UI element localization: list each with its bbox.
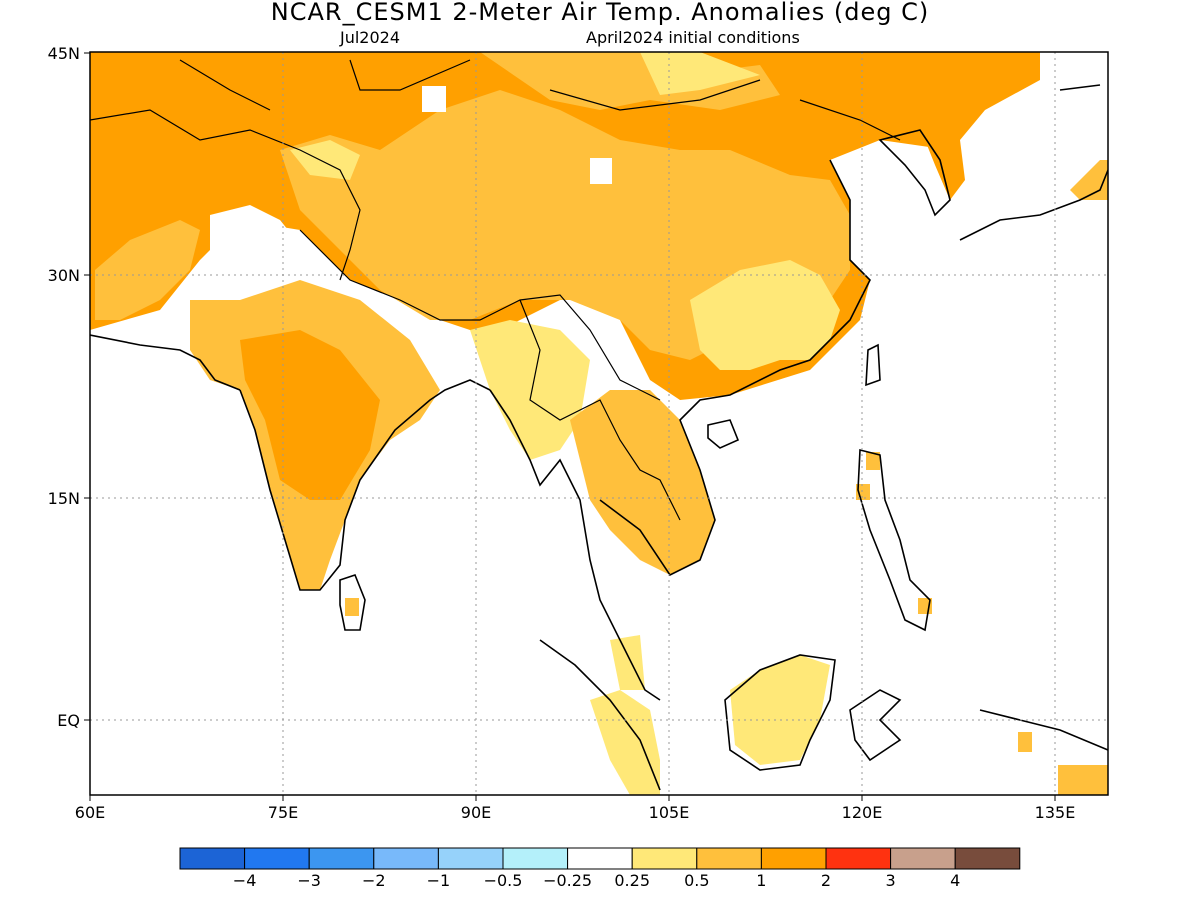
map-plot-area [90,52,1108,795]
map-title: NCAR_CESM1 2-Meter Air Temp. Anomalies (… [270,0,930,26]
coastline-philippines [857,448,931,632]
colorbar-label: 2 [821,871,831,890]
coastline-sulawesi [849,689,902,762]
initial-conditions-label: April2024 initial conditions [586,28,800,47]
anomaly-region-0p25to0p5-sumatra [590,690,660,795]
colorbar-label: −3 [297,871,321,890]
coastline-sumatra [539,639,661,791]
anomaly-region-neutral-bangladesh [410,320,470,370]
border-central-asia [90,59,901,281]
colorbar-swatch [890,847,956,870]
coastline-taiwan [865,343,881,387]
valid-month-label: Jul2024 [340,28,401,47]
anomaly-patch-white-1 [422,86,446,112]
anomaly-region-0p5to1-iran [95,220,200,320]
anomaly-region-0p25to0p5-borneo [730,655,830,765]
colorbar-label: 1 [756,871,766,890]
colorbar-swatch [631,847,698,870]
lon-label-75e: 75E [268,803,298,822]
colorbar-swatch [567,847,633,870]
anomaly-region-0p25to0p5-myanmar [470,320,590,460]
colorbar-swatch [954,847,1021,870]
coastline-japan [959,84,1108,241]
anomaly-patch-sulawesi [1018,732,1032,752]
colorbar-label: −4 [233,871,257,890]
map-frame [89,51,1109,796]
coastline-arabia-iran [90,334,241,391]
colorbar-label: 3 [886,871,896,890]
coastlines [90,59,1108,791]
anomaly-patch-newguinea [1058,765,1108,795]
border-indochina [519,299,681,521]
colorbar-swatch [825,847,892,870]
colorbar-label: 0.25 [614,871,650,890]
anomaly-patch-white-2 [590,158,612,184]
coastline-korea [878,129,951,217]
border-himalaya [299,229,661,401]
lat-label-45n: 45N [48,44,80,63]
colorbar-label: 0.5 [684,871,709,890]
anomaly-region-0p25to0p5-south-china [690,260,840,370]
anomaly-region-0p25to0p5-north [640,52,760,95]
anomaly-region-1to2-korea [920,52,1040,200]
lat-label-15n: 15N [48,489,80,508]
tick-marks [84,52,1056,801]
coastline-hainan [707,419,740,449]
lon-label-105e: 105E [649,803,690,822]
colorbar-label: −0.25 [543,871,592,890]
colorbar: −4 −3 −2 −1 −0.5 −0.25 0.25 0.5 1 2 3 4 [179,847,1021,890]
lat-label-eq: EQ [57,711,80,730]
anomaly-region-0p25to0p5-tarim [290,140,360,180]
coastline-myanmar-malaya [489,389,661,701]
colorbar-label: −0.5 [484,871,523,890]
colorbar-swatch [308,847,375,870]
anomaly-shading [90,52,1108,795]
lat-label-30n: 30N [48,266,80,285]
colorbar-label: −2 [362,871,386,890]
colorbar-swatch [373,847,439,870]
colorbar-swatch [696,847,762,870]
coastline-newguinea [979,709,1108,751]
coastline-india [239,379,491,591]
anomaly-region-neutral-pakistan [210,205,300,300]
lon-label-135e: 135E [1035,803,1076,822]
coastline-srilanka [339,574,366,631]
gridlines [90,52,1108,795]
colorbar-swatch [437,847,504,870]
colorbar-swatch [760,847,827,870]
anomaly-region-0p5to1-indochina [570,390,715,575]
colorbar-swatch [179,847,246,870]
coastline-borneo [724,654,836,771]
lon-label-90e: 90E [461,803,491,822]
lon-label-60e: 60E [75,803,105,822]
colorbar-swatch [502,847,569,870]
anomaly-patch-srilanka [345,598,359,616]
colorbar-label: −1 [427,871,451,890]
colorbar-label: 4 [950,871,960,890]
anomaly-region-1to2-india [240,330,380,500]
anomaly-patch-philippines-1 [866,452,880,470]
coastline-indochina [599,159,871,577]
colorbar-swatch [244,847,310,870]
anomaly-region-0p25to0p5-malaya [610,635,645,690]
lon-label-120e: 120E [842,803,883,822]
